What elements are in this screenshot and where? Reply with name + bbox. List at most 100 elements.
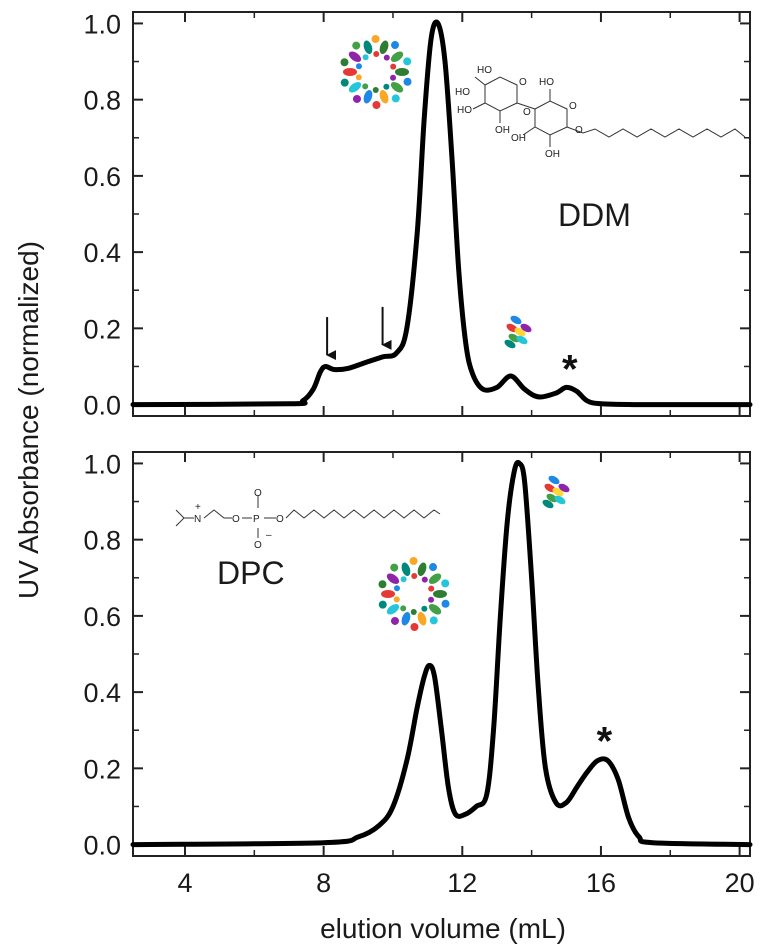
micelle-segment (428, 604, 442, 615)
micelle-segment (401, 611, 411, 626)
dpc-atom-5: O (254, 488, 262, 499)
y-tick-label: 0.6 (83, 162, 121, 192)
panel-ddm-ticks: 0.0 0.2 0.4 0.6 0.8 1.0 (83, 9, 750, 421)
micelle-segment (363, 89, 373, 104)
micelle-core (400, 605, 407, 612)
micelle-headgroup (371, 35, 380, 44)
micelle-segment (417, 611, 427, 626)
y-tick-label: 0.4 (83, 238, 121, 268)
y-axis-label: UV Absorbance (normalized) (13, 241, 44, 599)
panel-dpc-frame (132, 451, 751, 857)
micelle-segment (379, 40, 389, 55)
micelle-headgroup (352, 94, 361, 103)
micelle-segment (379, 89, 389, 104)
x-tick-labels: 4 8 12 16 20 (177, 868, 754, 898)
micelle-core (362, 83, 369, 90)
ddm-structure: HO HO HO O OH O HO O O OH OH (455, 65, 746, 160)
micelle-core (421, 576, 428, 583)
dpc-atom-6: O (254, 540, 262, 551)
micelle-core (410, 608, 417, 615)
ddm-label: DDM (558, 197, 631, 233)
dpc-annotations: * (597, 720, 613, 764)
protein-micelle-ring-icon (378, 557, 450, 631)
y-tick-label: 0.2 (83, 754, 121, 784)
y-tick-label: 1.0 (83, 449, 121, 479)
protein-monomer-icon (542, 475, 570, 509)
micelle-core (428, 585, 435, 592)
micelle-segment (417, 562, 427, 577)
x-tick-label: 4 (177, 868, 192, 898)
micelle-headgroup (390, 616, 399, 625)
y-tick-label: 0.2 (83, 314, 121, 344)
dpc-atom-3: O (232, 514, 240, 525)
micelle-core (355, 74, 362, 81)
dpc-structure: N + O P O O O – (175, 488, 441, 551)
ddm-atom-7: HO (539, 77, 554, 88)
dpc-atom-8: – (266, 530, 272, 541)
panel-ddm-frame (132, 11, 751, 417)
ddm-annotations: * (326, 306, 578, 392)
micelle-headgroup (391, 41, 400, 50)
micelle-headgroup (403, 77, 412, 86)
micelle-headgroup (372, 100, 381, 109)
micelle-headgroup (429, 616, 438, 625)
monomer-segment (516, 335, 528, 345)
ddm-atom-5: OH (495, 125, 510, 136)
x-tick-label: 12 (447, 868, 477, 898)
micelle-core (421, 605, 428, 612)
y-tick-label: 0.6 (83, 602, 121, 632)
micelle-segment (401, 562, 411, 577)
micelle-headgroup (340, 78, 349, 87)
ddm-trace (130, 19, 753, 408)
micelle-core (428, 596, 435, 603)
micelle-segment (363, 40, 373, 55)
ddm-atom-2: HO (455, 87, 470, 98)
y-tick-label: 0.0 (83, 831, 121, 861)
micelle-core (355, 63, 362, 70)
ddm-atom-8: O (569, 101, 577, 112)
micelle-headgroup (352, 41, 361, 50)
panel-dpc: 0.0 0.2 0.4 0.6 0.8 1.0 DPC N + O P O O O – * (83, 449, 753, 861)
peak-marker: * (597, 720, 613, 764)
monomer-segment (548, 475, 560, 485)
micelle-core (393, 596, 400, 603)
micelle-headgroup (429, 563, 438, 572)
micelle-segment (343, 68, 357, 76)
monomer-segment (504, 339, 516, 349)
micelle-segment (428, 573, 442, 584)
micelle-headgroup (409, 557, 418, 566)
ddm-atom-1: HO (477, 65, 492, 76)
protein-micelle-ring-icon (340, 35, 412, 109)
micelle-segment (348, 82, 362, 93)
panel-ddm: 0.0 0.2 0.4 0.6 0.8 1.0 DDM HO HO HO O OH O H… (83, 9, 753, 421)
dpc-atom-1: N (194, 514, 201, 525)
micelle-core (372, 86, 379, 93)
micelle-segment (386, 604, 400, 615)
ddm-atom-4: O (519, 77, 527, 88)
monomer-segment (520, 323, 532, 333)
micelle-headgroup (378, 580, 387, 589)
micelle-segment (386, 573, 400, 584)
micelle-core (393, 585, 400, 592)
monomer-segment (542, 499, 554, 509)
micelle-headgroup (391, 94, 400, 103)
micelle-headgroup (378, 600, 387, 609)
y-tick-label: 0.0 (83, 391, 121, 421)
dpc-trace (130, 459, 753, 848)
monomer-segment (546, 493, 558, 503)
y-tick-label: 0.4 (83, 678, 121, 708)
ddm-atom-3: HO (457, 105, 472, 116)
micelle-segment (348, 51, 362, 62)
dpc-label: DPC (217, 555, 285, 591)
micelle-core (373, 51, 380, 58)
ddm-atom-6: O (523, 107, 531, 118)
micelle-core (411, 573, 418, 580)
micelle-headgroup (410, 622, 419, 631)
x-tick-label: 20 (725, 868, 755, 898)
ddm-atom-11: OH (511, 133, 526, 144)
micelle-headgroup (403, 57, 412, 66)
x-axis-label: elution volume (mL) (320, 913, 566, 944)
micelle-core (362, 54, 369, 61)
dpc-atom-7: O (276, 514, 284, 525)
x-tick-label: 8 (316, 868, 331, 898)
